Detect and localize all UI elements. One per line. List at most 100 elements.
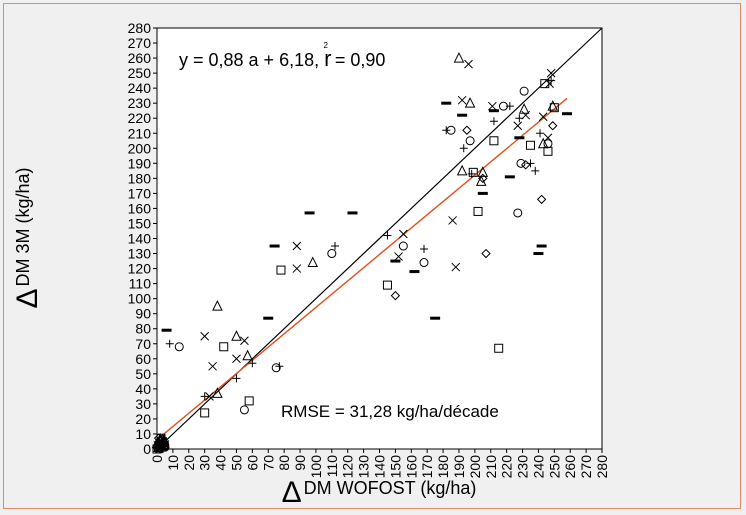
triangle-marker <box>212 387 223 398</box>
circle-marker <box>513 208 523 218</box>
x-tick-label: 140 <box>372 455 388 479</box>
y-tick-label: 270 <box>128 35 152 51</box>
x-marker <box>464 59 473 69</box>
square-marker <box>219 342 229 352</box>
y-tick-label: 20 <box>135 411 151 427</box>
square-marker <box>540 79 550 89</box>
triangle-marker <box>456 164 468 176</box>
x-tick-label: 280 <box>594 455 610 479</box>
y-tick-label: 0 <box>143 441 151 457</box>
y-axis-label-text: DM 3M (kg/ha) <box>13 167 33 286</box>
regression-line <box>156 97 568 441</box>
triangle-marker <box>242 349 253 361</box>
x-tick-label: 150 <box>387 455 403 479</box>
circle-marker <box>174 342 184 352</box>
x-axis-label: Δ DM WOFOST (kg/ha) <box>282 476 477 509</box>
triangle-marker <box>464 97 476 108</box>
cross-marker <box>489 117 498 126</box>
circle-marker <box>239 405 249 415</box>
y-tick-label: 40 <box>135 381 151 397</box>
diamond-marker <box>462 125 472 135</box>
y-tick-label: 250 <box>128 65 152 81</box>
regression-equation: y = 0,88 a + 6,18, r2 = 0,90 <box>179 41 385 71</box>
dash-marker <box>514 136 525 140</box>
cross-marker <box>459 144 468 153</box>
x-tick-label: 200 <box>467 455 483 479</box>
cross-marker <box>200 392 209 401</box>
y-tick-label: 120 <box>128 261 152 277</box>
x-marker <box>292 241 302 251</box>
dash-marker <box>161 328 172 332</box>
y-tick-label: 190 <box>128 155 152 171</box>
triangle-marker <box>518 103 530 114</box>
y-axis-ticks: 0102030405060708090100110120130140150160… <box>128 20 157 457</box>
dash-marker <box>536 244 547 248</box>
triangle-marker <box>537 137 549 149</box>
circle-marker <box>498 101 508 111</box>
cross-marker <box>536 129 545 138</box>
y-tick-label: 50 <box>135 366 151 382</box>
triangle-marker <box>477 166 489 177</box>
x-marker <box>240 336 249 346</box>
r-superscript: 2 <box>323 41 328 50</box>
diamond-marker <box>481 248 491 259</box>
x-tick-label: 50 <box>228 455 244 471</box>
cross-marker <box>232 374 241 383</box>
y-tick-label: 30 <box>135 396 151 412</box>
fit-lines <box>156 27 603 450</box>
x-tick-label: 40 <box>213 455 229 471</box>
dash-marker <box>562 112 573 116</box>
square-marker <box>468 167 478 177</box>
cross-marker <box>165 339 174 348</box>
x-tick-label: 190 <box>451 455 467 479</box>
y-tick-label: 200 <box>128 140 152 156</box>
dash-marker <box>347 211 358 215</box>
triangle-marker <box>475 175 487 186</box>
circle-marker <box>519 86 529 96</box>
x-tick-label: 110 <box>324 455 340 478</box>
square-marker <box>489 136 499 146</box>
x-marker <box>205 392 214 401</box>
diamond-marker <box>390 290 401 301</box>
dash-marker <box>477 191 488 195</box>
cross-marker <box>531 166 540 175</box>
x-tick-label: 10 <box>165 455 181 471</box>
x-tick-label: 250 <box>546 455 562 479</box>
r-symbol: r <box>324 46 331 71</box>
dash-marker <box>488 109 499 113</box>
y-tick-label: 100 <box>128 291 152 307</box>
square-marker <box>543 146 553 156</box>
x-marker <box>208 361 217 371</box>
rmse-annotation: RMSE = 31,28 kg/ha/décade <box>281 402 499 421</box>
x-axis-label-text: DM WOFOST (kg/ha) <box>304 478 477 498</box>
y-tick-label: 240 <box>128 80 152 96</box>
x-marker <box>394 252 403 261</box>
triangle-marker <box>307 256 319 268</box>
y-tick-label: 70 <box>135 336 151 352</box>
dash-marker <box>269 244 280 248</box>
triangle-marker <box>453 51 465 63</box>
x-marker <box>451 262 461 272</box>
triangle-marker <box>212 300 223 311</box>
x-tick-label: 220 <box>499 455 515 479</box>
dash-marker <box>304 211 315 215</box>
x-axis-delta: Δ <box>282 476 302 509</box>
x-tick-label: 230 <box>515 455 531 479</box>
x-tick-label: 130 <box>356 455 372 479</box>
square-marker <box>525 140 535 150</box>
y-tick-label: 220 <box>128 110 152 126</box>
cross-marker <box>442 126 451 135</box>
diamond-marker <box>478 173 488 184</box>
y-tick-label: 210 <box>128 125 152 141</box>
equation-text: y = 0,88 a + 6,18, <box>179 50 324 70</box>
y-tick-label: 130 <box>128 246 152 262</box>
y-axis-delta: Δ <box>11 288 44 308</box>
x-tick-label: 70 <box>260 455 276 471</box>
x-tick-label: 20 <box>181 455 197 471</box>
diamond-marker <box>536 194 547 205</box>
dash-marker <box>441 101 452 105</box>
circle-marker <box>419 258 429 268</box>
x-tick-label: 100 <box>308 455 324 479</box>
x-marker <box>200 331 210 341</box>
x-tick-label: 60 <box>244 455 260 471</box>
